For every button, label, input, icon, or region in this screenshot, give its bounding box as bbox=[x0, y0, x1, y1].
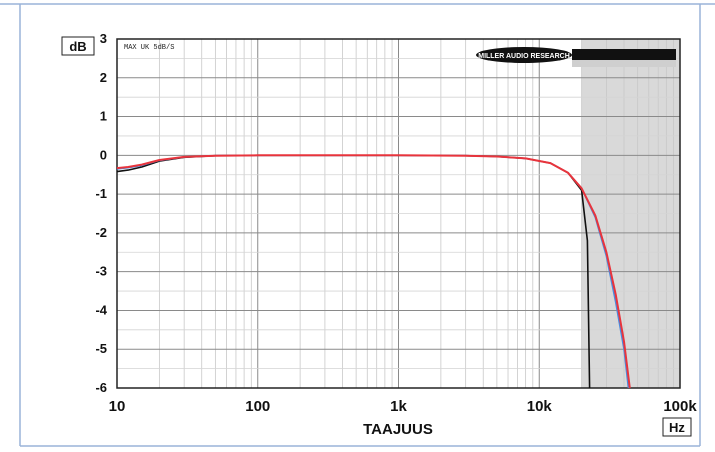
miller-audio-research-logo: MILLER AUDIO RESEARCH bbox=[476, 47, 676, 67]
logo-text: MILLER AUDIO RESEARCH bbox=[478, 53, 570, 60]
y-tick-label: -4 bbox=[95, 302, 107, 317]
corner-annotation: MAX UK 5dB/S bbox=[124, 44, 174, 52]
x-axis-title: TAAJUUS bbox=[363, 421, 433, 438]
series-line-3 bbox=[116, 154, 631, 389]
y-unit-label: dB bbox=[69, 39, 86, 54]
x-tick-label: 10k bbox=[527, 398, 553, 415]
x-unit-label: Hz bbox=[669, 420, 685, 435]
x-tick-label: 1k bbox=[390, 398, 407, 415]
y-tick-label: -5 bbox=[95, 341, 107, 356]
y-tick-label: -2 bbox=[95, 225, 107, 240]
y-tick-label: -3 bbox=[95, 264, 107, 279]
x-tick-label: 100k bbox=[663, 398, 697, 415]
plot-frame bbox=[116, 38, 681, 389]
y-tick-label: 1 bbox=[100, 109, 107, 124]
x-tick-label: 100 bbox=[245, 398, 270, 415]
y-tick-label: -1 bbox=[95, 186, 107, 201]
y-tick-label: 0 bbox=[100, 147, 107, 162]
y-tick-label: -6 bbox=[95, 380, 107, 395]
y-unit-box bbox=[61, 36, 95, 56]
y-tick-label: 2 bbox=[100, 70, 107, 85]
y-tick-label: 3 bbox=[100, 31, 107, 46]
x-unit-box bbox=[662, 417, 692, 437]
x-tick-label: 10 bbox=[109, 398, 126, 415]
